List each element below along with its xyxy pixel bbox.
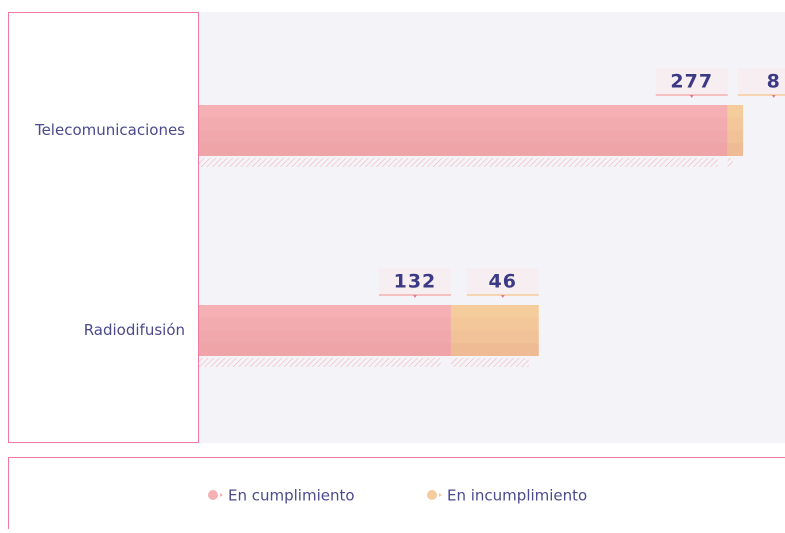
bar-shadow bbox=[728, 158, 733, 167]
legend-pointer bbox=[220, 493, 223, 497]
legend-marker bbox=[208, 490, 218, 500]
bar-band bbox=[199, 318, 451, 331]
bar-band bbox=[199, 131, 728, 144]
bar-shadow bbox=[199, 158, 718, 167]
legend-pointer bbox=[439, 493, 442, 497]
value-label: 46 bbox=[489, 271, 517, 293]
category-label: Telecomunicaciones bbox=[34, 121, 185, 139]
category-label: Radiodifusión bbox=[84, 321, 185, 339]
bar-band bbox=[199, 331, 451, 344]
bar-band bbox=[199, 143, 728, 156]
value-label: 132 bbox=[394, 271, 437, 293]
legend-box bbox=[9, 458, 785, 530]
category-panel bbox=[9, 13, 199, 443]
legend-label: En cumplimiento bbox=[228, 487, 355, 505]
bar-band bbox=[451, 343, 539, 356]
bar-band bbox=[199, 343, 451, 356]
legend-label: En incumplimiento bbox=[447, 487, 587, 505]
bar-band bbox=[728, 131, 743, 144]
bar-band bbox=[451, 318, 539, 331]
value-label: 277 bbox=[670, 71, 713, 93]
bar-band bbox=[728, 143, 743, 156]
bar-band bbox=[728, 118, 743, 131]
value-label: 8 bbox=[767, 71, 781, 93]
legend-marker bbox=[427, 490, 437, 500]
bar-shadow bbox=[199, 358, 441, 367]
bar-band bbox=[451, 331, 539, 344]
bar-shadow bbox=[451, 358, 529, 367]
bar-band bbox=[199, 118, 728, 131]
